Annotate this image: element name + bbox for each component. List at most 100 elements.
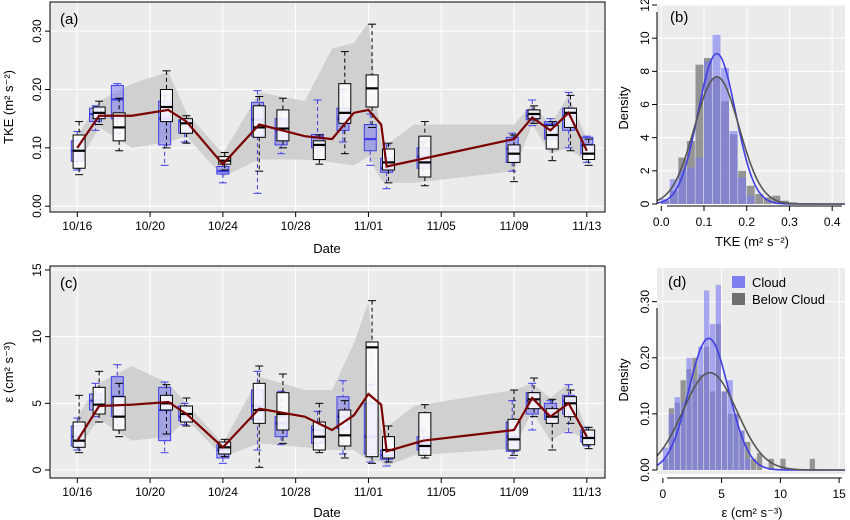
cloud-bar-8	[709, 324, 716, 470]
box-body	[112, 396, 126, 431]
x-tick-label-5: 11/05	[427, 485, 456, 499]
below-cloud-box-1	[72, 121, 86, 176]
cloud-bar-8	[729, 131, 738, 204]
below-cloud-box-25	[418, 404, 432, 459]
box-body	[365, 74, 379, 108]
below-cloud-bar-11	[755, 194, 764, 204]
cloud-bar-6	[712, 34, 721, 204]
panel-d-x-ticks: 0 5 10 15	[660, 478, 846, 501]
y-tick-label-2: 0.20	[638, 346, 652, 370]
panel-b-histogram-bars	[661, 34, 798, 205]
box-body	[252, 105, 266, 138]
x-tick-label-0: 0	[660, 487, 667, 501]
below-cloud-box-21	[365, 23, 379, 128]
panel-c-y-ticks: 0 5 10 15	[30, 263, 50, 473]
cloud-bar-13	[739, 430, 745, 470]
panel-d-x-axis-title: ε (cm² s⁻³)	[721, 505, 782, 520]
panel-a-y-axis-title: TKE (m² s⁻²)	[1, 70, 16, 144]
x-tick-label-0: 10/16	[62, 485, 92, 499]
y-tick-label-3: 0.30	[638, 290, 652, 314]
box-body	[72, 421, 86, 448]
x-tick-label-2: 10	[774, 487, 788, 501]
below-cloud-box-5	[112, 97, 126, 152]
panel-a-x-axis-title: Date	[313, 241, 340, 256]
x-tick-label-1: 5	[718, 487, 725, 501]
daily-median-line	[76, 108, 588, 168]
cloud-bar-14	[745, 458, 751, 470]
below-cloud-box-27	[507, 389, 521, 456]
cloud-bar-10	[746, 195, 755, 204]
x-tick-label-2: 10/24	[208, 485, 238, 499]
panel-c-boxes	[70, 300, 596, 468]
below-cloud-box-19	[338, 51, 352, 155]
y-tick-label-1: 0.10	[638, 402, 652, 426]
below-cloud-box-35	[582, 138, 596, 166]
panel-d-label: (d)	[668, 274, 686, 291]
y-tick-label-0: 0	[638, 200, 652, 207]
y-tick-label-2: 0.20	[30, 77, 44, 101]
cloud-bar-3	[686, 167, 695, 204]
below-cloud-bar-17	[768, 458, 774, 470]
below-cloud-box-3	[92, 100, 106, 125]
x-tick-label-4: 0.4	[824, 215, 841, 229]
x-tick-label-2: 0.2	[738, 215, 755, 229]
box-body	[92, 386, 106, 415]
panel-d-y-ticks: 0.00 0.10 0.20 0.30	[638, 290, 657, 482]
panel-a-frame	[49, 1, 606, 213]
panel-b-density-curves	[656, 52, 846, 205]
x-tick-label-4: 11/01	[354, 485, 383, 499]
x-tick-label-5: 11/05	[427, 219, 456, 233]
x-tick-label-0: 10/16	[62, 219, 92, 233]
x-tick-label-1: 10/20	[135, 219, 165, 233]
panel-d: 0 5 10 15 0.000.100.200.30 (d) ε (cm² s⁻³) …	[616, 268, 846, 520]
cloud-bar-0	[661, 199, 670, 204]
legend-swatch-below-cloud	[732, 293, 745, 305]
legend-label-below-cloud: Below Cloud	[752, 292, 825, 307]
below-cloud-box-15	[276, 97, 290, 149]
below-cloud-box-1	[72, 394, 86, 454]
below-cloud-box-9	[179, 115, 193, 144]
below-cloud-bar-16	[756, 453, 763, 470]
legend: Cloud Below Cloud	[732, 275, 825, 307]
x-tick-label-3: 0.3	[781, 215, 798, 229]
panel-a-x-ticks: 10/16 10/20 10/24 10/28 11/01 11/05 11/09 11/13	[62, 212, 602, 233]
y-tick-label-4: 8	[638, 68, 652, 75]
y-tick-label-1: 0.10	[30, 136, 44, 160]
box-body	[338, 409, 352, 447]
below-cloud-box-17	[312, 402, 326, 454]
below-cloud-bar-15	[751, 458, 757, 470]
legend-swatch-cloud	[732, 276, 745, 288]
cloud-bar-11	[727, 380, 733, 470]
below-cloud-box-3	[92, 370, 106, 423]
y-tick-label-1: 5	[30, 400, 44, 407]
panel-c-y-axis-title: ε (cm² s⁻³)	[1, 341, 16, 402]
cloud-box-20	[363, 113, 377, 166]
x-tick-label-3: 10/28	[281, 219, 311, 233]
panel-b-grid	[657, 4, 845, 205]
cloud-bar-10	[721, 391, 727, 470]
x-tick-label-6: 11/09	[499, 219, 528, 233]
panel-a-y-ticks: 0.00 0.10 0.20 0.30	[30, 19, 50, 218]
cloud-bar-1	[669, 179, 678, 204]
below-cloud-box-31	[545, 121, 559, 162]
panel-c-x-axis-title: Date	[313, 505, 340, 520]
below-cloud-box-21	[365, 300, 379, 464]
box-body	[252, 382, 266, 424]
below-cloud-box-7	[159, 70, 173, 149]
below-cloud-density-curve	[656, 371, 846, 471]
below-cloud-bar-10	[746, 185, 755, 204]
panel-c-x-ticks: 10/16 10/20 10/24 10/28 11/01 11/05 11/09 11/13	[62, 478, 602, 499]
below-cloud-bar-14	[745, 441, 751, 470]
panel-b-x-axis-title: TKE (m² s⁻²)	[715, 234, 789, 249]
y-tick-label-0: 0.00	[638, 458, 652, 482]
panel-d-y-axis-title: Density	[616, 358, 631, 402]
x-tick-label-7: 11/13	[572, 219, 601, 233]
panel-b-y-axis-title: Density	[616, 86, 631, 130]
cloud-bar-12	[733, 413, 739, 470]
cloud-bar-5	[704, 61, 712, 205]
box-body	[312, 140, 326, 160]
box-body	[418, 412, 432, 456]
below-cloud-bar-19	[809, 458, 816, 470]
below-cloud-bar-4	[695, 64, 704, 204]
